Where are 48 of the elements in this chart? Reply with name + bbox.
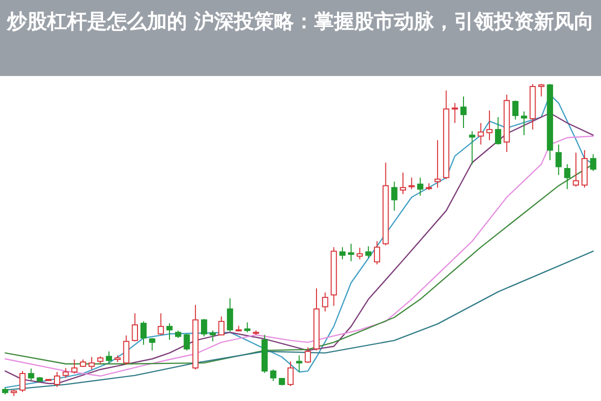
candlestick	[564, 164, 570, 190]
candlestick	[200, 318, 208, 337]
candlestick	[538, 84, 544, 97]
candlestick	[400, 172, 406, 195]
candlestick	[572, 152, 580, 188]
candlestick	[270, 368, 276, 382]
candlestick	[62, 367, 69, 378]
candlestick	[374, 240, 380, 265]
candlestick	[244, 322, 250, 333]
candlestick	[19, 370, 26, 392]
candlestick	[296, 354, 302, 372]
chart-title: 炒股杠杆是怎么加的 沪深投策略：掌握股市动脉，引领投资新风向	[6, 8, 595, 35]
candlestick	[408, 177, 415, 190]
candlestick	[218, 316, 224, 336]
candlestick	[88, 356, 95, 370]
candlestick	[149, 337, 156, 351]
candlestick	[28, 368, 34, 381]
candlestick	[287, 360, 294, 387]
candlestick	[71, 358, 78, 374]
candlestick	[166, 322, 173, 340]
candlestick	[452, 102, 458, 124]
candlestick	[106, 350, 112, 364]
candlestick	[339, 246, 346, 260]
candlestick	[417, 177, 424, 196]
candlestick	[590, 154, 596, 172]
candlestick	[469, 130, 476, 165]
candlestick	[391, 181, 398, 212]
candlestick	[132, 312, 138, 342]
candlestick	[486, 110, 493, 141]
candlestick	[140, 320, 147, 346]
candlestick	[556, 144, 562, 176]
candlestick	[434, 140, 441, 188]
candlestick	[520, 110, 528, 136]
candlestick	[365, 246, 372, 258]
candlestick	[123, 334, 130, 365]
candlestick	[356, 247, 363, 260]
candlestick	[226, 298, 234, 332]
candlestick	[478, 122, 484, 146]
candlestick	[512, 100, 518, 120]
candlestick	[210, 330, 216, 342]
candlestick	[495, 116, 502, 146]
candlestick	[158, 312, 164, 336]
candlestick	[348, 243, 354, 262]
candlestick	[460, 96, 467, 128]
candlestick	[184, 333, 190, 351]
candlestick	[322, 292, 328, 312]
candlestick	[304, 346, 311, 364]
candlestick	[54, 371, 60, 388]
